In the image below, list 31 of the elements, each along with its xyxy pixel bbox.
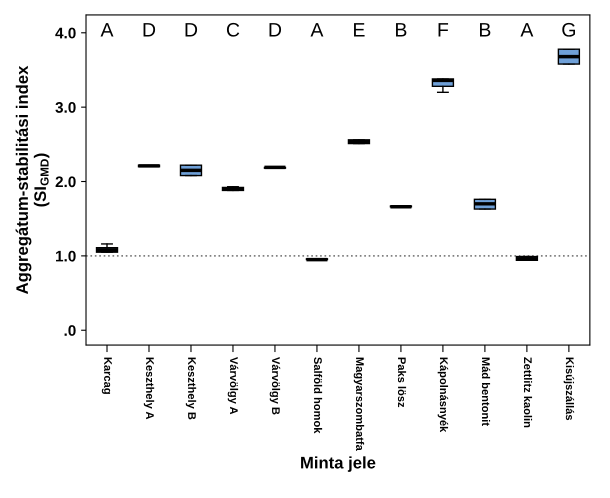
annotation: D	[186, 23, 198, 36]
y-tick-label: .0	[64, 325, 76, 336]
annotation: A	[100, 23, 114, 36]
x-tick-label: Keszthely B	[186, 358, 196, 420]
y-tick-label: 2.0	[56, 176, 76, 188]
annotation: A	[310, 23, 324, 36]
x-tick-label: Kisújszállás	[564, 358, 574, 420]
y-tick-label: 3.0	[55, 102, 76, 113]
annotation: A	[520, 23, 534, 36]
x-tick-label: Mád bentonit	[482, 358, 490, 426]
x-tick-label: Magyarszombatfa	[354, 358, 364, 451]
x-tick-label: Salföld homok	[314, 357, 322, 434]
y-axis-title: Aggregátum-stabilitási index (SI$_{GMD}$)	[16, 66, 50, 294]
x-tick-label: Keszthely A	[144, 358, 154, 420]
x-tick-label: Várvölgy B	[270, 356, 280, 414]
x-tick-label: Paks lösz	[398, 358, 406, 408]
annotation: F	[438, 23, 448, 36]
annotation: G	[562, 22, 575, 37]
annotation: E	[354, 23, 365, 36]
x-tick-label: Zettlitz kaolin	[524, 357, 532, 428]
x-tick-label: Karcag	[102, 358, 112, 394]
annotation: B	[480, 23, 490, 36]
x-tick-label: Kápolnásnyék	[438, 358, 448, 432]
annotation: B	[396, 23, 406, 36]
annotation: D	[144, 23, 156, 36]
annotation: C	[226, 22, 240, 37]
y-tick-label: 1.0	[56, 250, 76, 262]
annotation: D	[270, 23, 282, 36]
x-axis-title: Minta jele	[301, 456, 376, 472]
y-tick-label: 4.0	[55, 28, 76, 38]
x-tick-label: Várvölgy A	[228, 356, 238, 414]
